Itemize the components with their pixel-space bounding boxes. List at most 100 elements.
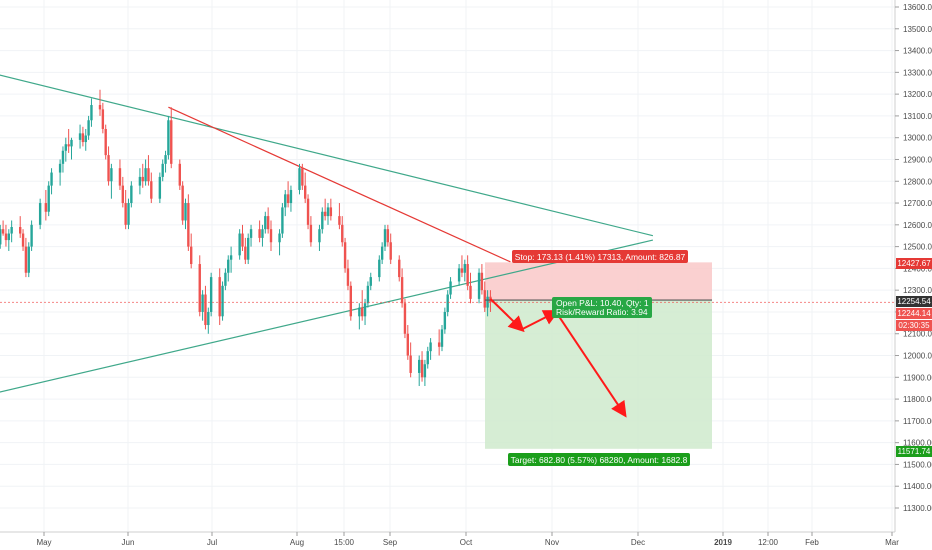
projection-arrows[interactable] [489,298,627,418]
candle [249,224,253,247]
candle [204,285,207,330]
y-tick-label: 11400.00 [903,482,932,491]
candle [0,224,2,249]
candle-body [426,351,429,365]
candle [380,242,384,265]
candle [38,198,42,230]
candle-body [480,272,484,291]
candle [426,346,429,369]
time-axis[interactable] [0,531,932,550]
candle [84,128,87,151]
price-axis-ticks: 13600.00 13500.00 13400.00 13300.00 13200.00… [895,3,932,513]
x-tick-label: Jul [207,538,217,547]
candle [264,211,267,234]
stop-loss-zone[interactable] [485,262,712,301]
candle [21,229,25,251]
candle-body [443,311,447,330]
candle-body [110,168,113,182]
candle-body [167,120,170,156]
candle [309,216,313,247]
candle-body [224,272,227,286]
candle [383,224,387,251]
candle-body [460,268,464,273]
pnl-label: Open P&L: 10.40, Qty: 1 Risk/Reward Rati… [552,297,652,318]
candle-body [19,227,22,234]
candle [323,198,327,221]
risk-reward-text: Risk/Reward Ratio: 3.94 [556,307,648,317]
entry-price-tag-text: 12254.54 [897,297,931,306]
candle [386,224,390,247]
candle-body [138,176,142,186]
candle-body [187,203,190,247]
candle [284,189,287,217]
candle-body [244,246,247,260]
candle [369,272,372,291]
x-tick-label: Feb [805,538,819,547]
entry-price-tag: 12254.54 [896,296,932,307]
candle-body [278,233,281,243]
candle-body [229,255,233,260]
candle-body [449,281,452,295]
y-tick-label: 12900.00 [903,155,932,164]
candle-body [150,181,153,199]
candle-body [304,185,307,199]
candle [423,359,427,387]
candle-body [107,155,110,182]
y-tick-label: 11700.00 [903,417,932,426]
countdown-tag: 02:30:35 [896,320,932,331]
candle [70,137,73,160]
candle [443,307,447,334]
candle-body [184,203,187,221]
candle [466,255,469,291]
trendlines[interactable] [0,74,654,393]
candle [198,255,201,317]
candle-body [241,233,244,247]
candle-body [306,198,310,225]
candle-body [204,294,207,326]
candle-body [389,242,392,260]
candle-body [446,294,449,312]
candle-body [30,224,33,247]
falling-resistance-line [168,106,511,263]
candle [409,342,412,378]
candle [363,298,367,326]
x-tick-label: Oct [460,538,473,547]
candle-body [218,277,221,317]
candle-body [47,185,50,212]
candle-body [58,163,62,173]
candle-body [209,277,213,312]
candle [261,224,264,247]
candle-body [378,259,381,278]
candle-body [343,242,347,269]
candle [437,329,441,356]
candle [229,246,233,273]
candle-body [258,229,261,238]
candle-body [124,203,127,225]
x-tick-label: Sep [383,538,398,547]
candle [227,255,230,282]
candle [358,303,361,330]
candle-body [27,246,30,273]
candle-body [221,285,224,317]
y-tick-label: 12600.00 [903,221,932,230]
stop-label: Stop: 173.13 (1.41%) 17313, Amount: 826.… [512,250,688,263]
candle [7,229,10,251]
candle-body [238,233,241,256]
candle [27,242,30,278]
candle-body [38,203,42,225]
x-tick-label: 15:00 [334,538,355,547]
candle [341,216,344,247]
candle [343,237,347,273]
candle [378,255,381,282]
y-tick-label: 12000.00 [903,352,932,361]
target-label: Target: 682.80 (5.57%) 68280, Amount: 16… [508,453,690,466]
candlesticks [0,89,492,387]
candle [349,281,352,321]
candle-body [147,168,150,182]
candle [178,159,181,190]
candle-body [437,342,441,347]
candle [221,281,224,321]
chart-grid [0,0,895,532]
current-price-tag-text: 12244.14 [897,309,931,318]
